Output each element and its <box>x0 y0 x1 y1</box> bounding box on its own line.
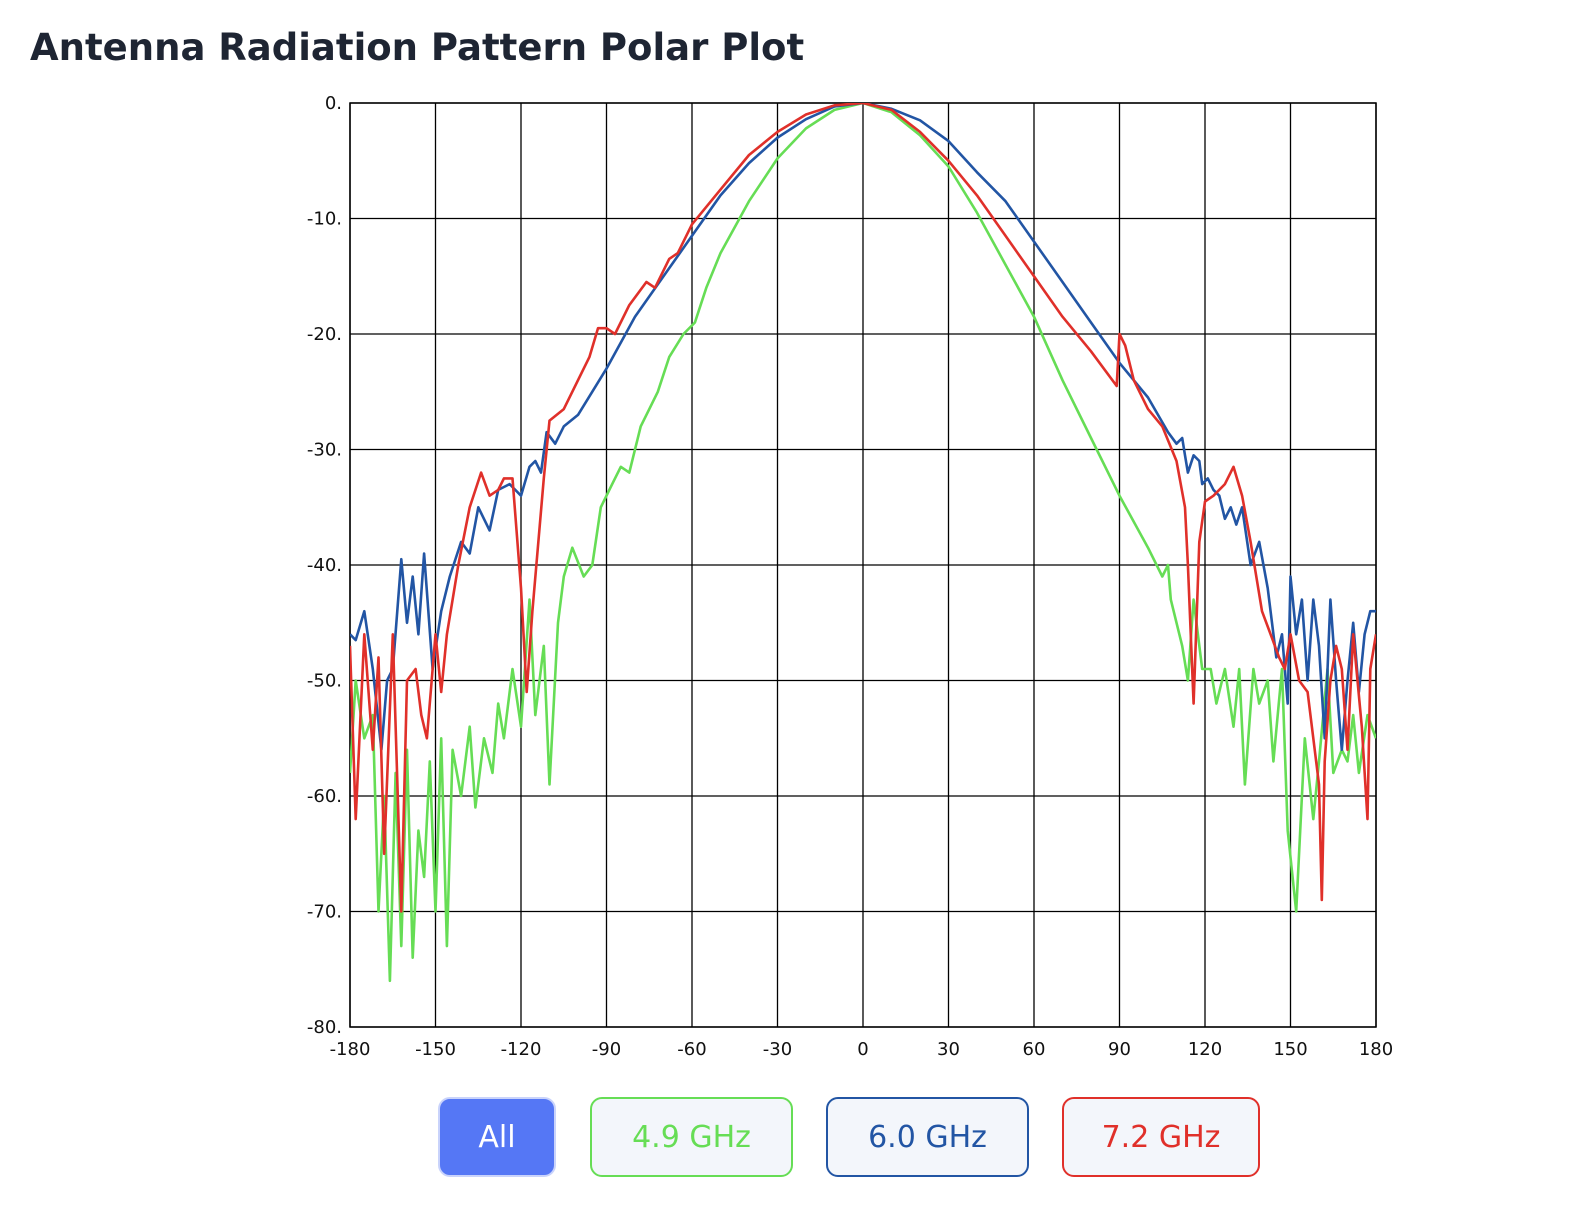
x-tick-label: 30 <box>937 1039 960 1060</box>
x-tick-label: -30 <box>763 1039 792 1060</box>
chart: 0. -10. -20. -30. -40. -50. -60. -70. -80.-180 -1… <box>307 93 1393 1060</box>
x-tick-label: -90 <box>592 1039 621 1060</box>
x-tick-label: 120 <box>1188 1039 1222 1060</box>
chart-title: Antenna Radiation Pattern Polar Plot <box>30 26 805 69</box>
x-tick-label: 150 <box>1273 1039 1307 1060</box>
x-tick-label: -180 <box>330 1039 371 1060</box>
x-tick-label: -150 <box>415 1039 456 1060</box>
filter-button[interactable]: All <box>438 1097 556 1177</box>
y-tick-label: -20. <box>307 324 342 345</box>
y-tick-label: -30. <box>307 440 342 461</box>
filter-button[interactable]: 7.2 GHz <box>1062 1097 1260 1177</box>
filter-button[interactable]: 6.0 GHz <box>826 1097 1029 1177</box>
y-tick-label: -80. <box>307 1017 342 1038</box>
y-tick-label: 0. <box>325 93 342 114</box>
series-line <box>350 103 1376 752</box>
y-tick-label: -40. <box>307 555 342 576</box>
x-tick-label: 0 <box>857 1039 868 1060</box>
y-tick-label: -50. <box>307 671 342 692</box>
series-line <box>350 103 1376 913</box>
x-tick-label: -120 <box>501 1039 542 1060</box>
y-tick-label: -60. <box>307 786 342 807</box>
y-tick-label: -10. <box>307 209 342 230</box>
x-tick-label: -60 <box>677 1039 706 1060</box>
x-tick-label: 90 <box>1108 1039 1131 1060</box>
x-tick-label: 180 <box>1359 1039 1393 1060</box>
series-line <box>350 103 1376 983</box>
x-tick-label: 60 <box>1023 1039 1046 1060</box>
filter-button[interactable]: 4.9 GHz <box>590 1097 793 1177</box>
y-tick-label: -70. <box>307 902 342 923</box>
